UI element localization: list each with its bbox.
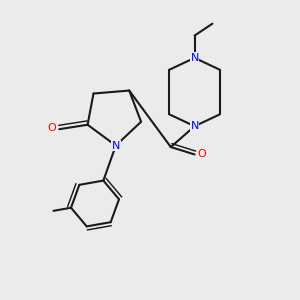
Text: O: O	[47, 123, 56, 133]
Text: N: N	[190, 121, 199, 131]
Text: O: O	[198, 149, 206, 160]
Text: N: N	[112, 140, 120, 151]
Text: N: N	[190, 53, 199, 63]
